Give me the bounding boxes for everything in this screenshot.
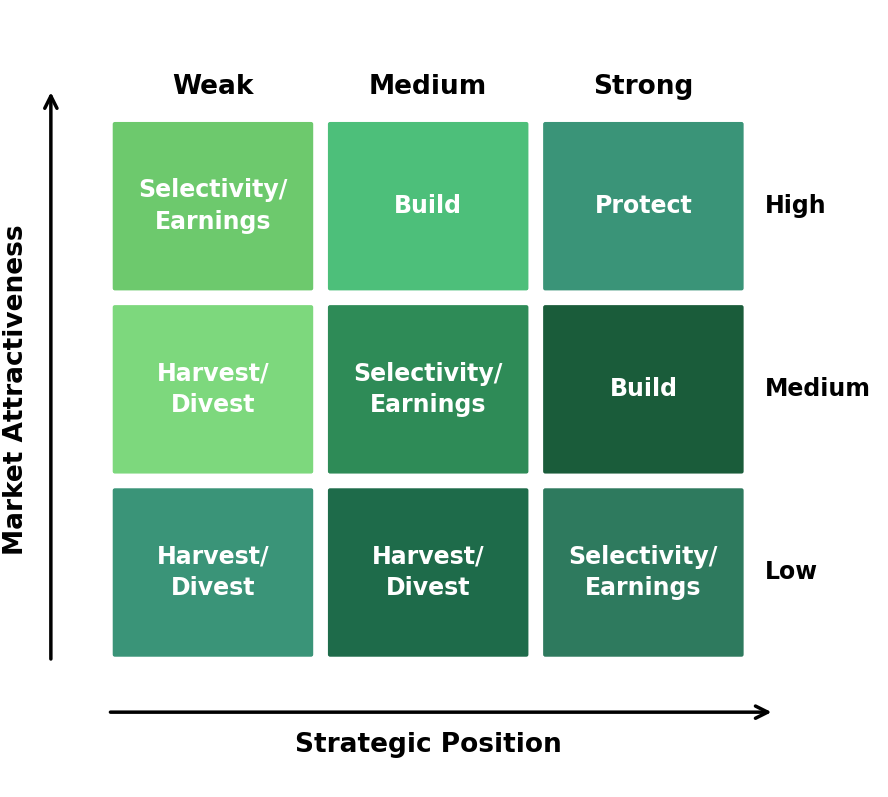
Text: Harvest/
Divest: Harvest/ Divest [156,362,269,417]
Text: Market Attractiveness: Market Attractiveness [3,224,29,555]
FancyBboxPatch shape [325,302,531,477]
FancyBboxPatch shape [110,485,316,659]
FancyBboxPatch shape [541,120,747,293]
Text: High: High [765,194,827,218]
Text: Harvest/
Divest: Harvest/ Divest [372,544,485,600]
Text: Low: Low [765,560,819,584]
Text: Medium: Medium [765,377,871,402]
FancyBboxPatch shape [325,120,531,293]
Text: Build: Build [609,377,678,402]
FancyBboxPatch shape [541,302,747,477]
Text: Selectivity/
Earnings: Selectivity/ Earnings [139,179,288,234]
Text: Build: Build [394,194,462,218]
Text: Protect: Protect [594,194,693,218]
Text: Weak: Weak [172,74,254,100]
Text: Harvest/
Divest: Harvest/ Divest [156,544,269,600]
Text: Selectivity/
Earnings: Selectivity/ Earnings [353,362,503,417]
Text: Medium: Medium [369,74,488,100]
FancyBboxPatch shape [325,485,531,659]
FancyBboxPatch shape [110,302,316,477]
FancyBboxPatch shape [110,120,316,293]
Text: Strong: Strong [593,74,694,100]
FancyBboxPatch shape [541,485,747,659]
Text: Selectivity/
Earnings: Selectivity/ Earnings [568,544,718,600]
Text: Strategic Position: Strategic Position [295,732,561,758]
